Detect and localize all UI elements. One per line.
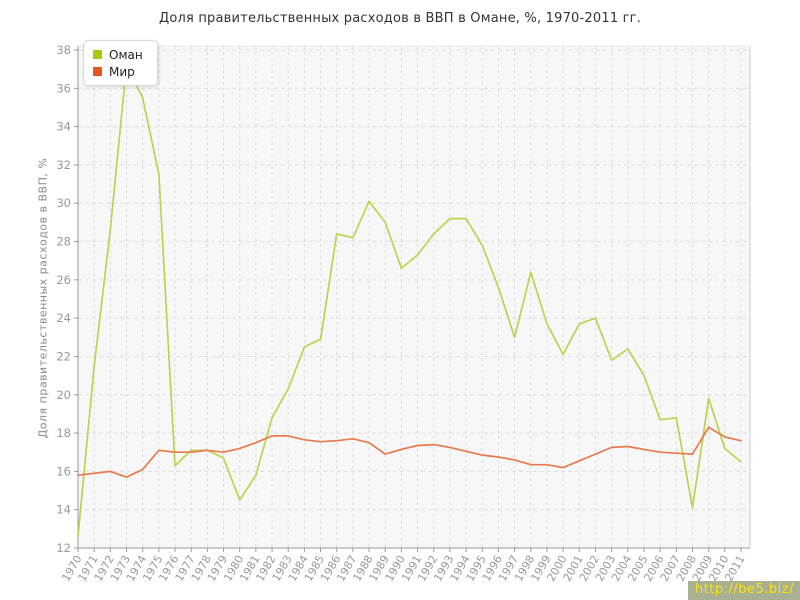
legend-swatch-oman bbox=[93, 50, 102, 59]
legend-label-oman: Оман bbox=[109, 47, 143, 62]
legend-item-world: Мир bbox=[93, 63, 143, 80]
y-tick-label: 18 bbox=[56, 426, 71, 440]
y-tick-label: 14 bbox=[56, 503, 71, 517]
legend-swatch-world bbox=[93, 67, 102, 76]
legend-label-world: Мир bbox=[109, 64, 135, 79]
legend-item-oman: Оман bbox=[93, 46, 143, 63]
y-tick-label: 22 bbox=[56, 349, 71, 363]
plot-background bbox=[78, 46, 750, 548]
y-tick-label: 20 bbox=[56, 388, 71, 402]
y-tick-label: 38 bbox=[56, 43, 71, 57]
watermark-link[interactable]: http://be5.biz/ bbox=[687, 581, 800, 600]
y-tick-label: 30 bbox=[56, 196, 71, 210]
legend: Оман Мир bbox=[83, 40, 158, 86]
y-tick-label: 36 bbox=[56, 81, 71, 95]
series-line-world bbox=[77, 426, 742, 478]
y-tick-label: 32 bbox=[56, 158, 71, 172]
y-tick-label: 28 bbox=[56, 235, 71, 249]
y-tick-label: 12 bbox=[56, 541, 71, 555]
y-tick-label: 26 bbox=[56, 273, 71, 287]
y-tick-label: 24 bbox=[56, 311, 71, 325]
y-tick-label: 34 bbox=[56, 120, 71, 134]
y-tick-label: 16 bbox=[56, 464, 71, 478]
chart-title: Доля правительственных расходов в ВВП в … bbox=[158, 11, 642, 26]
